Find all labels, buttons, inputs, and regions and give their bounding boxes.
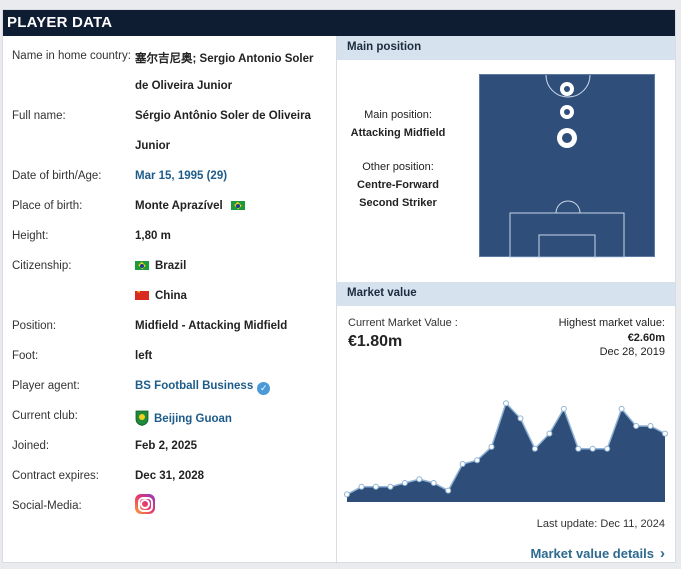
pitch-top-arc xyxy=(545,74,591,98)
china-flag-icon xyxy=(135,291,149,300)
agent-value: BS Football Business ✓ xyxy=(135,380,271,395)
market-value-point-18[interactable] xyxy=(604,445,611,452)
player-data-card: PLAYER DATA Name in home country: 塞尔吉尼奥;… xyxy=(2,9,676,564)
market-value-point-16[interactable] xyxy=(575,445,582,452)
right-panel: Main position Main position: Attacking M… xyxy=(337,36,675,564)
market-value-point-21[interactable] xyxy=(647,423,654,429)
birthplace-value: Monte Aprazível xyxy=(135,200,251,212)
full-name-value-1: Sérgio Antônio Soler de Oliveira xyxy=(135,110,311,122)
position-marker-inner xyxy=(562,133,572,143)
chevron-right-icon: › xyxy=(660,545,665,562)
pitch-diagram xyxy=(509,74,625,259)
penalty-arc xyxy=(555,200,581,214)
citizenship-brazil: Brazil xyxy=(155,260,187,272)
position-marker-inner xyxy=(564,86,570,92)
club-label: Current club: xyxy=(12,410,78,422)
current-mv-label: Current Market Value : xyxy=(348,317,458,329)
main-position-value: Attacking Midfield xyxy=(350,127,446,139)
column-divider xyxy=(336,36,337,564)
market-value-point-9[interactable] xyxy=(474,457,481,464)
market-value-point-3[interactable] xyxy=(387,483,394,490)
instagram-icon[interactable] xyxy=(135,494,155,514)
market-value-point-5[interactable] xyxy=(416,476,423,483)
market-value-point-17[interactable] xyxy=(589,445,596,452)
full-name-label: Full name: xyxy=(12,110,66,122)
market-value-point-2[interactable] xyxy=(372,483,379,490)
social-label: Social-Media: xyxy=(12,500,82,512)
card-header: PLAYER DATA xyxy=(3,10,675,36)
market-value-chart xyxy=(337,382,675,510)
citizenship-value-1: Brazil xyxy=(135,260,186,272)
dob-link[interactable]: Mar 15, 1995 (29) xyxy=(135,170,228,182)
market-value-point-11[interactable] xyxy=(503,400,509,407)
citizenship-label: Citizenship: xyxy=(12,260,72,272)
highest-mv-value: €2.60m xyxy=(627,332,665,344)
market-value-details-link[interactable]: Market value details › xyxy=(530,545,665,562)
market-value-chart-svg xyxy=(344,400,668,502)
market-value-title: Market value xyxy=(347,287,417,299)
full-name-value-2: Junior xyxy=(135,140,171,152)
contract-value: Dec 31, 2028 xyxy=(135,470,205,482)
agent-label: Player agent: xyxy=(12,380,80,392)
market-value-details-text[interactable]: Market value details xyxy=(530,546,654,561)
other-position-2: Second Striker xyxy=(359,197,437,209)
foot-label: Foot: xyxy=(12,350,39,362)
joined-value: Feb 2, 2025 xyxy=(135,440,198,452)
citizenship-value-2: China xyxy=(135,290,187,302)
market-value-point-7[interactable] xyxy=(445,487,452,494)
foot-value: left xyxy=(135,350,153,362)
market-value-point-20[interactable] xyxy=(633,423,640,429)
position-marker-inner xyxy=(564,109,570,115)
market-value-point-6[interactable] xyxy=(430,480,437,486)
position-markers xyxy=(557,82,577,148)
main-position-header: Main position xyxy=(337,36,675,60)
market-value-header: Market value xyxy=(337,282,675,306)
market-value-point-10[interactable] xyxy=(488,443,495,450)
dob-label: Date of birth/Age: xyxy=(12,170,102,182)
birthplace-label: Place of birth: xyxy=(12,200,83,212)
market-value-point-22[interactable] xyxy=(662,430,668,437)
citizenship-china: China xyxy=(155,290,187,302)
height-value: 1,80 m xyxy=(135,230,171,242)
goal-box xyxy=(538,234,596,259)
club-link[interactable]: Beijing Guoan xyxy=(154,413,232,425)
other-position-1: Centre-Forward xyxy=(357,179,439,191)
position-value: Midfield - Attacking Midfield xyxy=(135,320,288,332)
height-label: Height: xyxy=(12,230,49,242)
market-value-point-4[interactable] xyxy=(401,480,408,486)
position-pitch xyxy=(479,74,655,259)
market-value-point-19[interactable] xyxy=(618,405,625,412)
highest-mv-label: Highest market value: xyxy=(558,317,665,329)
contract-label: Contract expires: xyxy=(12,470,99,482)
main-position-title: Main position xyxy=(347,41,422,53)
home-name-value-1: 塞尔吉尼奥; Sergio Antonio Soler xyxy=(135,53,314,65)
agent-link[interactable]: BS Football Business xyxy=(135,380,254,392)
brazil-flag-icon xyxy=(135,261,149,270)
market-value-point-13[interactable] xyxy=(531,445,538,452)
market-value-point-0[interactable] xyxy=(344,491,350,498)
home-name-label: Name in home country: xyxy=(12,50,131,62)
other-position-label: Other position: xyxy=(362,161,434,173)
market-value-point-15[interactable] xyxy=(560,405,567,412)
card-title: PLAYER DATA xyxy=(7,14,113,31)
market-value-point-8[interactable] xyxy=(459,461,466,467)
joined-label: Joined: xyxy=(12,440,50,452)
brazil-flag-icon xyxy=(230,201,245,210)
birthplace-text: Monte Aprazível xyxy=(135,200,223,212)
market-value-point-1[interactable] xyxy=(358,483,365,490)
last-update: Last update: Dec 11, 2024 xyxy=(536,518,665,530)
market-value-area xyxy=(347,403,665,502)
position-label: Position: xyxy=(12,320,57,332)
highest-mv-date: Dec 28, 2019 xyxy=(599,346,665,358)
beijing-guoan-crest-icon[interactable] xyxy=(135,410,149,426)
club-value: Beijing Guoan xyxy=(135,410,232,426)
home-name-value-2: de Oliveira Junior xyxy=(135,80,233,92)
social-value xyxy=(135,494,155,517)
main-position-label: Main position: xyxy=(364,109,432,121)
verified-check-icon: ✓ xyxy=(257,382,271,395)
current-mv-value: €1.80m xyxy=(348,333,403,350)
market-value-point-14[interactable] xyxy=(546,430,553,437)
market-value-point-12[interactable] xyxy=(517,415,524,422)
player-info-panel: Name in home country: 塞尔吉尼奥; Sergio Anto… xyxy=(3,36,336,564)
